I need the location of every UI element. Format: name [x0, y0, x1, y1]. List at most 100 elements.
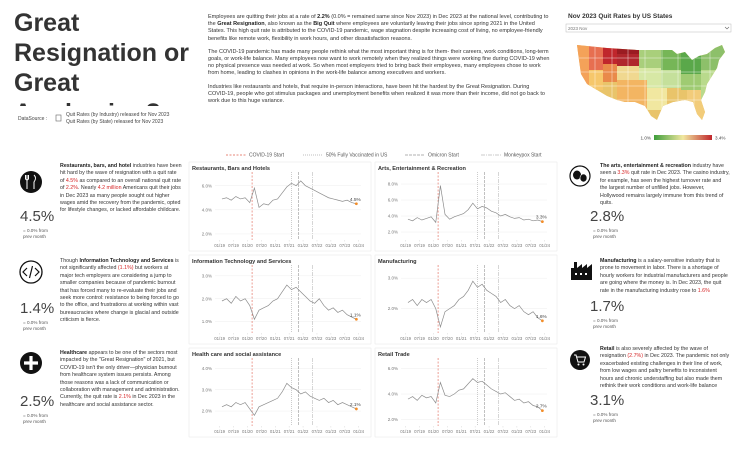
x-tick-label: 01/22 — [484, 336, 495, 341]
x-tick-label: 07/21 — [284, 243, 295, 248]
end-point — [540, 319, 544, 323]
panel-frame — [188, 161, 372, 252]
filter-value[interactable]: 2023 Nov — [568, 26, 588, 31]
y-tick-label: 2.0% — [388, 230, 398, 235]
text-run: (2.7%) — [627, 353, 643, 360]
x-tick-label: 07/22 — [498, 243, 509, 248]
text-run: in Dec 2023. The pandemic not only exace… — [600, 353, 730, 390]
rate: 2.8% — [590, 208, 625, 225]
map-legend-max: 3.4% — [715, 136, 725, 141]
series-line — [407, 185, 543, 224]
x-tick-label: 01/20 — [428, 336, 439, 341]
change: = 0.0% from prev month — [593, 228, 618, 239]
text-run: 4.5% — [65, 177, 78, 184]
end-point — [354, 407, 358, 411]
dropdown-arrow[interactable] — [724, 26, 730, 30]
x-tick-label: 07/19 — [414, 336, 425, 341]
x-tick-label: 01/22 — [484, 429, 495, 434]
y-tick-label: 3.0% — [202, 387, 212, 392]
x-tick-label: 01/24 — [353, 429, 364, 434]
series-line — [407, 378, 543, 411]
x-tick-label: 01/20 — [428, 243, 439, 248]
x-tick-label: 01/20 — [242, 429, 253, 434]
x-tick-label: 01/19 — [214, 243, 225, 248]
text-run: industry have seen a — [600, 163, 724, 177]
page-title: Great Resignation or Great Awakening? — [14, 9, 190, 106]
y-tick-label: 8.0% — [388, 182, 398, 187]
x-tick-label: 01/19 — [400, 336, 411, 341]
panel-title: Information Technology and Services — [192, 259, 291, 265]
intro-paragraph: Employees are quitting their jobs at a r… — [208, 14, 550, 43]
x-tick-label: 07/19 — [414, 243, 425, 248]
intro-paragraph: Industries like restaurants and hotels, … — [208, 84, 550, 106]
x-tick-label: 07/23 — [525, 336, 536, 341]
y-tick-label: 6.0% — [202, 183, 212, 188]
text-run: Big Quit — [313, 21, 335, 28]
x-tick-label: 01/20 — [428, 429, 439, 434]
x-tick-label: 01/24 — [353, 336, 364, 341]
y-tick-label: 4.0% — [388, 214, 398, 219]
text-run: The COVID-19 pandemic has made many peop… — [208, 48, 550, 77]
x-tick-label: 01/19 — [214, 429, 225, 434]
panel-frame — [374, 254, 558, 345]
x-tick-label: 01/24 — [539, 336, 550, 341]
x-tick-label: 01/21 — [456, 429, 467, 434]
end-label: 2.1% — [350, 402, 362, 408]
story-text: Restaurants, bars, and hotel industries … — [60, 163, 182, 215]
panel-title: Restaurants, Bars and Hotels — [192, 166, 270, 172]
change: = 0.0% from prev month — [593, 318, 618, 329]
y-tick-label: 2.0% — [388, 306, 398, 311]
intro: Employees are quitting their jobs at a r… — [208, 14, 550, 111]
x-tick-label: 01/22 — [298, 429, 309, 434]
x-tick-label: 07/21 — [284, 429, 295, 434]
x-tick-label: 07/23 — [339, 336, 350, 341]
datasource-label: DataSource : — [18, 116, 48, 122]
text-run: where employees are voluntarily leaving … — [208, 21, 543, 42]
x-tick-label: 01/24 — [353, 243, 364, 248]
story-text: Retail is also severely affected by the … — [600, 346, 730, 390]
series-line — [407, 280, 543, 329]
story-text: The arts, entertainment & recreation ind… — [600, 163, 730, 207]
text-run: 4.2 million — [97, 185, 122, 192]
x-tick-label: 07/23 — [525, 243, 536, 248]
x-tick-label: 01/19 — [400, 243, 411, 248]
text-run: 2.2% — [65, 185, 78, 192]
text-run: but workers at major tech employers are … — [60, 265, 179, 324]
code-icon — [19, 260, 43, 284]
x-tick-label: 01/23 — [511, 336, 522, 341]
text-run: Restaurants, bars, and hotel — [60, 163, 132, 169]
y-tick-label: 1.0% — [202, 319, 212, 324]
datasource-icon — [55, 114, 62, 122]
legend-label: Monkeypox Start — [504, 153, 542, 159]
x-tick-label: 01/22 — [298, 243, 309, 248]
end-label: 4.5% — [350, 197, 362, 203]
text-run: as compared to an overall national quit … — [60, 177, 182, 192]
story-text: Manufacturing is a salary-sensitive indu… — [600, 258, 730, 295]
x-tick-label: 07/23 — [339, 243, 350, 248]
x-tick-label: 07/20 — [256, 243, 267, 248]
panel-frame — [188, 347, 372, 438]
x-tick-label: 01/21 — [270, 336, 281, 341]
text-run: in Dec 2023 in the healthcare and social… — [60, 394, 176, 408]
text-run: Americans quit their jobs in Dec 2023 as… — [60, 185, 181, 214]
panel-title: Arts, Entertainment & Recreation — [378, 166, 467, 172]
text-run: The arts, entertainment & recreation — [600, 163, 691, 169]
restaurant-icon — [20, 171, 42, 193]
legend-label: 50% Fully Vaccinated in US — [326, 153, 388, 159]
y-tick-label: 6.0% — [388, 366, 398, 371]
text-run: quit rate in Dec 2023. The casino indust… — [600, 170, 730, 207]
y-tick-label: 4.0% — [202, 207, 212, 212]
x-tick-label: 07/19 — [414, 429, 425, 434]
panel-title: Manufacturing — [378, 259, 417, 265]
text-run: , also known as the — [264, 21, 314, 28]
x-tick-label: 01/22 — [484, 243, 495, 248]
y-tick-label: 4.0% — [202, 366, 212, 371]
x-tick-label: 01/21 — [270, 243, 281, 248]
y-tick-label: 4.0% — [388, 392, 398, 397]
text-run: . Nearly — [77, 185, 98, 192]
x-tick-label: 07/20 — [442, 336, 453, 341]
x-tick-label: 01/20 — [242, 243, 253, 248]
x-tick-label: 07/20 — [442, 429, 453, 434]
filter-box[interactable] — [565, 23, 732, 33]
